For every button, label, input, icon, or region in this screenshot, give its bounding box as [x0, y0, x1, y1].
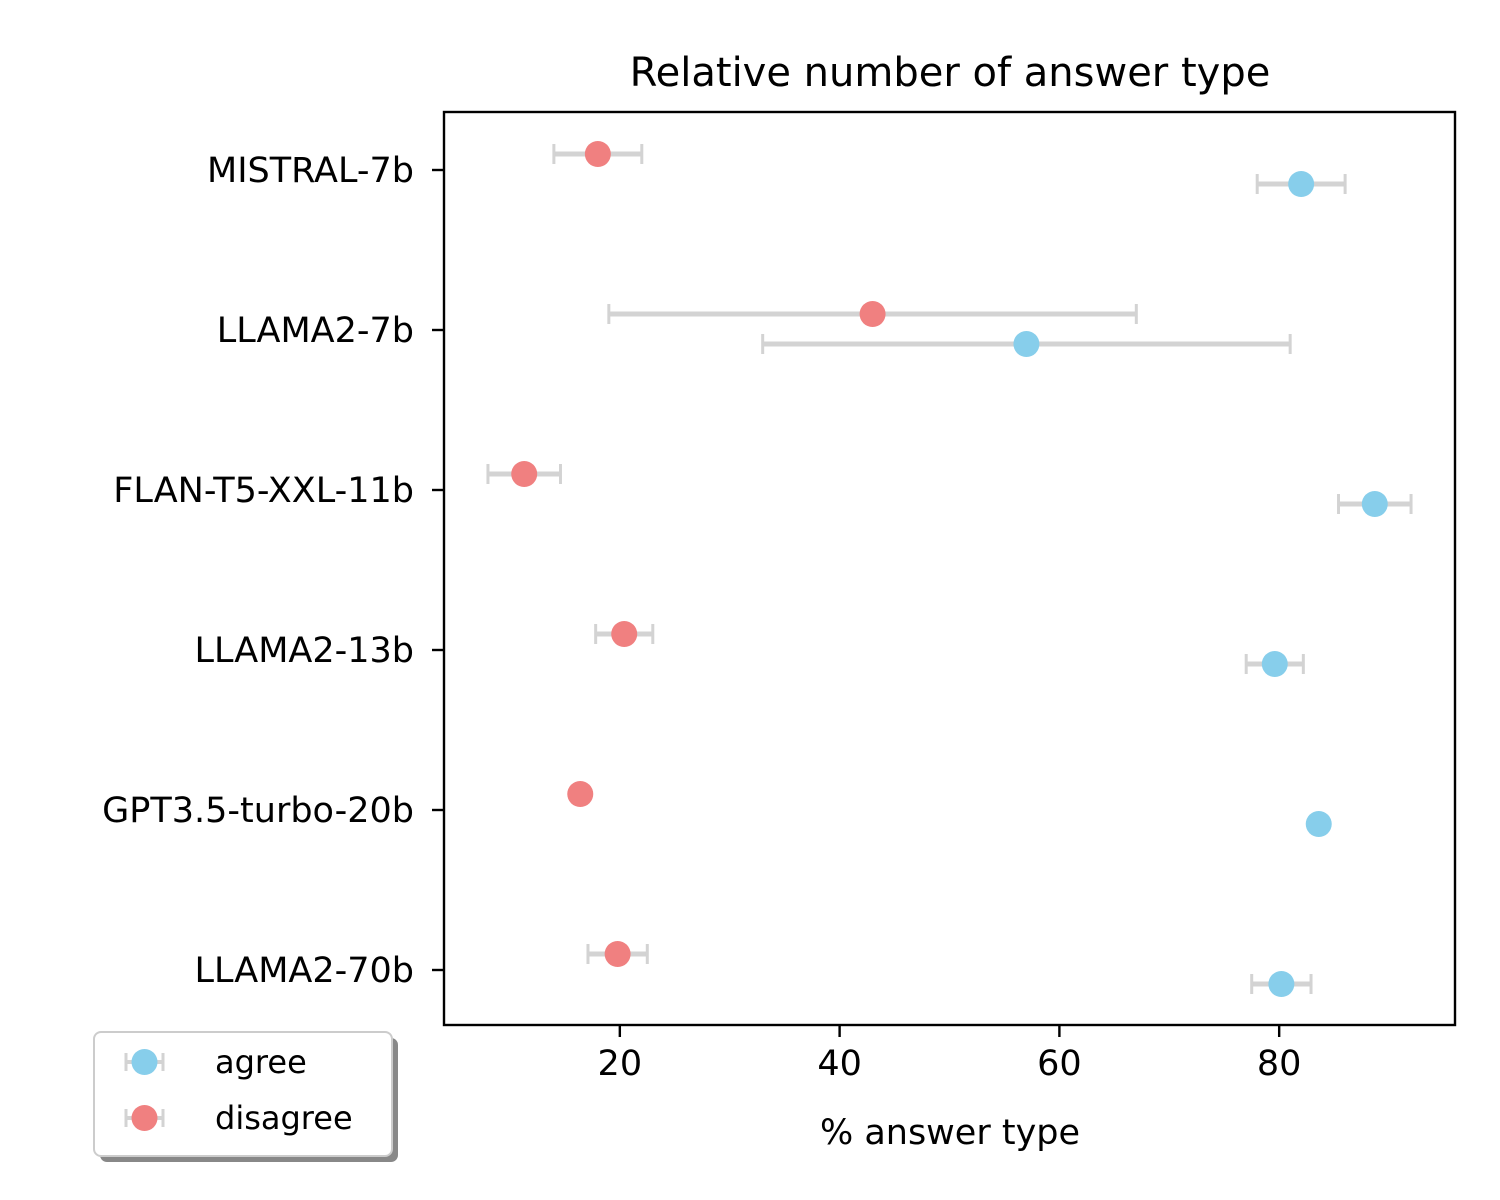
point-disagree — [567, 781, 594, 807]
point-disagree — [859, 301, 886, 327]
y-tick-label-gpt3.5-turbo-20b: GPT3.5-turbo-20b — [102, 791, 414, 831]
y-tick-label-llama2-13b: LLAMA2-13b — [194, 631, 414, 671]
point-disagree — [611, 621, 638, 647]
x-tick-label: 80 — [1257, 1044, 1302, 1084]
y-tick-label-mistral-7b: MISTRAL-7b — [207, 151, 414, 191]
plot-frame — [442, 110, 1457, 1027]
legend-box — [93, 1031, 393, 1157]
y-tick-label-llama2-7b: LLAMA2-7b — [217, 311, 414, 351]
legend-entry-agree: agree — [124, 1043, 307, 1081]
x-axis: 20 40 60 80 — [598, 1025, 1302, 1084]
chart-title: Relative number of answer type — [630, 50, 1271, 96]
legend-marker — [131, 1049, 158, 1075]
x-tick-label: 40 — [817, 1044, 862, 1084]
x-axis-label: % answer type — [820, 1113, 1080, 1153]
point-agree — [1268, 971, 1295, 997]
x-tick-label: 60 — [1037, 1044, 1082, 1084]
legend-label: agree — [215, 1043, 307, 1081]
point-disagree — [604, 941, 631, 967]
point-disagree — [511, 461, 538, 487]
y-tick-label-flan-t5-xxl-11b: FLAN-T5-XXL-11b — [113, 471, 414, 511]
y-tick-label-llama2-70b: LLAMA2-70b — [194, 951, 414, 991]
point-agree — [1261, 651, 1288, 677]
point-agree — [1288, 171, 1315, 197]
legend-marker — [131, 1105, 158, 1131]
legend-label: disagree — [215, 1099, 353, 1137]
y-axis: MISTRAL-7b LLAMA2-7b FLAN-T5-XXL-11b LLAMA2… — [102, 151, 444, 991]
legend-entry-disagree: disagree — [124, 1099, 353, 1137]
x-tick-label: 20 — [598, 1044, 643, 1084]
point-disagree — [584, 141, 611, 167]
point-agree — [1305, 811, 1332, 837]
point-agree — [1361, 491, 1388, 517]
plot-marks — [486, 141, 1413, 997]
legend: agree disagree — [93, 1031, 398, 1162]
point-agree — [1013, 331, 1040, 357]
